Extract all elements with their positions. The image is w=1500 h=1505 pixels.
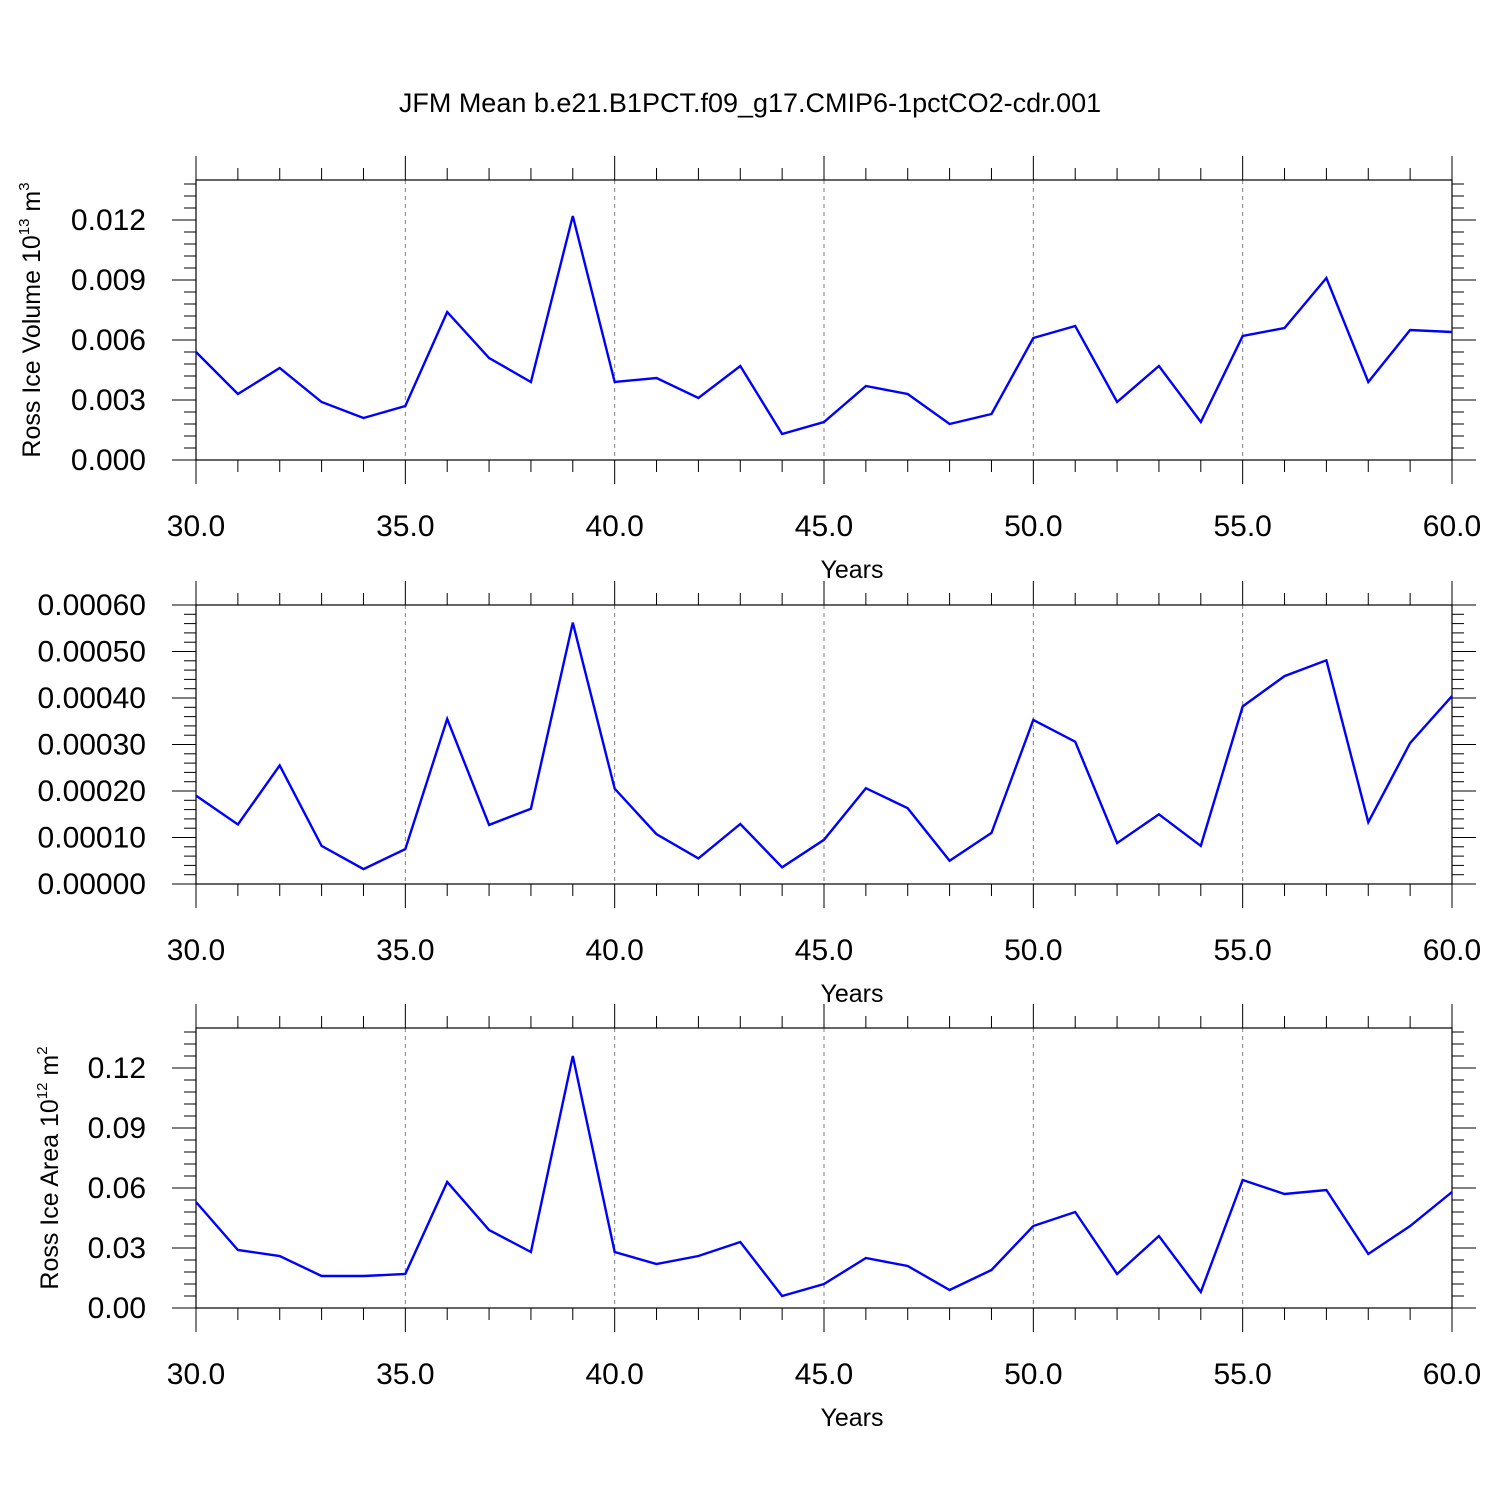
x-tick-label: 45.0 bbox=[795, 510, 853, 543]
y-tick-label: 0.00040 bbox=[38, 682, 146, 715]
x-tick-label: 50.0 bbox=[1004, 934, 1062, 967]
x-tick-label: 60.0 bbox=[1423, 510, 1481, 543]
x-tick-label: 55.0 bbox=[1213, 1358, 1271, 1391]
y-axis-label: Ross Ice Area 1012 m2 bbox=[34, 1046, 64, 1289]
x-tick-label: 55.0 bbox=[1213, 510, 1271, 543]
x-tick-label: 40.0 bbox=[585, 1358, 643, 1391]
x-axis-label: Years bbox=[820, 980, 883, 1008]
x-axis-label: Years bbox=[820, 556, 883, 584]
y-axis-label: Ross Snow Volume 1013 m3 bbox=[0, 592, 6, 896]
y-axis-label-base: Ross Snow Volume 10 bbox=[0, 645, 6, 897]
y-axis-label-unit-exponent: 3 bbox=[16, 182, 33, 190]
x-tick-label: 55.0 bbox=[1213, 934, 1271, 967]
x-tick-label: 40.0 bbox=[585, 510, 643, 543]
x-tick-label: 35.0 bbox=[376, 1358, 434, 1391]
y-axis-label-unit: m bbox=[36, 1055, 64, 1083]
chart-panel-2: 0.00000 0.00010 0.00020 0.00030 0.00040 0.000… bbox=[0, 581, 1481, 1008]
y-axis-label: Ross Ice Volume 1013 m3 bbox=[16, 182, 46, 457]
y-tick-label: 0.00 bbox=[88, 1292, 146, 1325]
y-tick-label: 0.003 bbox=[71, 384, 146, 417]
series-line bbox=[195, 1055, 1453, 1298]
y-tick-label: 0.006 bbox=[71, 324, 146, 357]
y-tick-label: 0.012 bbox=[71, 204, 146, 237]
y-tick-label: 0.12 bbox=[88, 1052, 146, 1085]
x-tick-label: 30.0 bbox=[167, 510, 225, 543]
y-tick-label: 0.03 bbox=[88, 1232, 146, 1265]
y-tick-label: 0.00020 bbox=[38, 775, 146, 808]
y-tick-label: 0.00030 bbox=[38, 729, 146, 762]
series-line bbox=[195, 215, 1453, 436]
y-tick-label: 0.00010 bbox=[38, 822, 146, 855]
x-tick-label: 50.0 bbox=[1004, 510, 1062, 543]
x-tick-label: 45.0 bbox=[795, 1358, 853, 1391]
y-tick-label: 0.00060 bbox=[38, 589, 146, 622]
x-axis-label: Years bbox=[820, 1404, 883, 1432]
x-tick-label: 60.0 bbox=[1423, 1358, 1481, 1391]
y-tick-label: 0.09 bbox=[88, 1112, 146, 1145]
chart-panel-1: 0.000 0.003 0.006 0.009 0.012 30.0 35.0 40.0 45.… bbox=[16, 156, 1481, 584]
x-tick-label: 40.0 bbox=[585, 934, 643, 967]
y-tick-label: 0.000 bbox=[71, 444, 146, 477]
y-axis-label-unit: m bbox=[0, 601, 6, 629]
x-tick-label: 60.0 bbox=[1423, 934, 1481, 967]
x-tick-label: 30.0 bbox=[167, 1358, 225, 1391]
y-tick-label: 0.00000 bbox=[38, 868, 146, 901]
y-axis-label-unit-exponent: 2 bbox=[34, 1046, 51, 1054]
x-tick-label: 35.0 bbox=[376, 510, 434, 543]
y-axis-label-exponent: 13 bbox=[16, 219, 33, 236]
y-axis-label-base: Ross Ice Area 10 bbox=[36, 1099, 64, 1289]
x-tick-label: 30.0 bbox=[167, 934, 225, 967]
chart-panel-3: 0.00 0.03 0.06 0.09 0.12 30.0 35.0 40.0 45.0 50.0… bbox=[34, 1004, 1481, 1432]
y-tick-label: 0.009 bbox=[71, 264, 146, 297]
y-tick-label: 0.06 bbox=[88, 1172, 146, 1205]
y-axis-label-unit: m bbox=[18, 191, 46, 219]
x-tick-label: 45.0 bbox=[795, 934, 853, 967]
chart-title: JFM Mean b.e21.B1PCT.f09_g17.CMIP6-1pctC… bbox=[398, 88, 1102, 118]
series-line bbox=[195, 622, 1453, 871]
x-tick-label: 50.0 bbox=[1004, 1358, 1062, 1391]
y-axis-label-exponent: 12 bbox=[34, 1083, 51, 1100]
y-axis-label-base: Ross Ice Volume 10 bbox=[18, 235, 46, 457]
y-tick-label: 0.00050 bbox=[38, 636, 146, 669]
x-tick-label: 35.0 bbox=[376, 934, 434, 967]
